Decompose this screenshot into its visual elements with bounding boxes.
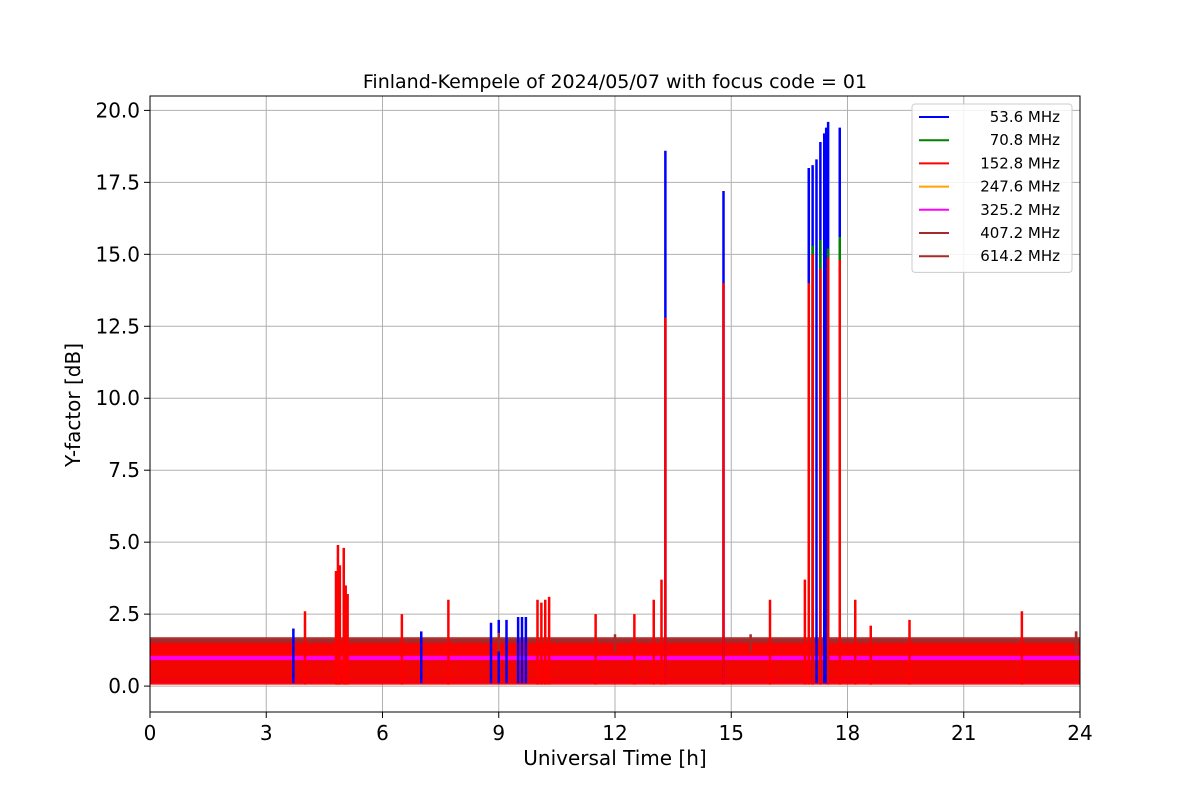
legend-label: 247.6 MHz (980, 178, 1060, 196)
y-tick-label: 2.5 (108, 602, 140, 626)
y-tick-label: 0.0 (108, 674, 140, 698)
series-band-325_2-MHz (150, 655, 1080, 661)
x-tick-label: 21 (951, 721, 976, 745)
x-tick-label: 9 (492, 721, 505, 745)
legend-label: 70.8 MHz (990, 131, 1060, 149)
x-tick-label: 24 (1067, 721, 1092, 745)
x-tick-label: 6 (376, 721, 389, 745)
legend: 53.6 MHz 70.8 MHz 152.8 MHz 247.6 MHz 325.2 … (911, 103, 1073, 273)
y-tick-label: 17.5 (95, 170, 140, 194)
x-tick-label: 15 (719, 721, 744, 745)
legend-label: 53.6 MHz (990, 108, 1060, 126)
x-tick-label: 12 (602, 721, 627, 745)
x-axis-ticks: 0 3 6 9 12 15 18 21 24 (144, 712, 1093, 745)
y-tick-label: 10.0 (95, 386, 140, 410)
legend-box (911, 103, 1073, 273)
y-tick-label: 7.5 (108, 458, 140, 482)
y-axis-label: Y-factor [dB] (61, 343, 85, 468)
legend-label: 614.2 MHz (980, 247, 1060, 265)
x-tick-label: 3 (260, 721, 273, 745)
legend-label: 325.2 MHz (980, 201, 1060, 219)
x-tick-label: 18 (835, 721, 860, 745)
series-spikes (292, 121, 1078, 685)
y-tick-label: 15.0 (95, 242, 140, 266)
y-tick-label: 12.5 (95, 314, 140, 338)
x-axis-label: Universal Time [h] (523, 746, 706, 770)
x-tick-label: 0 (144, 721, 157, 745)
y-tick-label: 20.0 (95, 98, 140, 122)
y-axis-ticks: 0.0 2.5 5.0 7.5 10.0 12.5 15.0 17.5 20.0 (95, 98, 150, 698)
y-tick-label: 5.0 (108, 530, 140, 554)
chart-title: Finland-Kempele of 2024/05/07 with focus… (363, 71, 867, 93)
legend-label: 407.2 MHz (980, 224, 1060, 242)
legend-label: 152.8 MHz (980, 154, 1060, 172)
